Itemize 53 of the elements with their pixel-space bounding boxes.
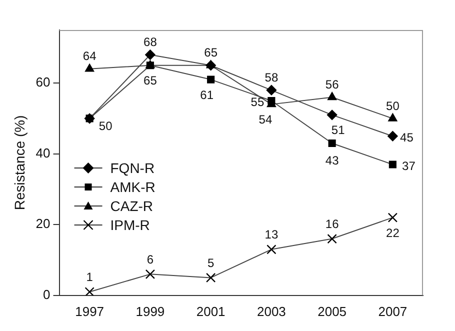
point [388, 212, 398, 222]
legend-label: IPM-R [110, 216, 150, 233]
data-label: 51 [331, 123, 346, 138]
data-label: 6 [146, 252, 154, 266]
point [388, 131, 398, 142]
data-label: 22 [386, 226, 400, 240]
y-tick-label: 20 [36, 216, 50, 232]
legend-label: CAZ-R [110, 198, 154, 214]
legend-label: FQN-R [110, 160, 155, 176]
x-tick-label: 1997 [75, 304, 104, 319]
point [84, 287, 94, 296]
data-label: 43 [325, 154, 340, 168]
point [266, 244, 276, 254]
data-label: 56 [325, 78, 340, 92]
x-tick-label: 1999 [136, 304, 165, 319]
data-label: 65 [144, 74, 158, 88]
data-label: 55 [250, 95, 264, 110]
point [388, 113, 398, 122]
data-label: 50 [386, 98, 400, 113]
data-label: 1 [86, 270, 94, 284]
x-tick-label: 2001 [196, 304, 226, 319]
data-label: 45 [400, 130, 414, 144]
x-tick-label: 2005 [318, 304, 347, 319]
data-label: 54 [258, 112, 272, 127]
point [388, 160, 396, 168]
data-label: 13 [264, 228, 278, 242]
point [328, 92, 337, 100]
data-label: 50 [98, 118, 113, 133]
point [326, 110, 338, 120]
legend-label: AMK-R [110, 178, 156, 195]
x-tick-label: 2003 [256, 304, 286, 319]
data-label: 65 [204, 46, 218, 60]
point [145, 269, 156, 280]
data-label: 58 [264, 70, 278, 84]
point [206, 272, 216, 283]
point [268, 96, 276, 105]
point [266, 85, 277, 96]
point [145, 50, 156, 60]
data-label: 68 [144, 35, 158, 50]
data-label: 16 [325, 217, 340, 232]
data-label: 37 [402, 158, 416, 173]
data-label: 64 [82, 49, 97, 64]
point [207, 76, 215, 84]
data-label: 61 [200, 88, 214, 102]
y-tick-label: 40 [36, 145, 50, 160]
point [327, 234, 337, 244]
y-tick-label: 0 [43, 286, 50, 302]
y-tick-label: 60 [36, 74, 50, 90]
data-label: 5 [207, 256, 214, 270]
x-tick-label: 2007 [378, 304, 408, 319]
y-axis-title: Resistance (%) [11, 115, 28, 210]
point [85, 64, 94, 72]
point [328, 139, 336, 148]
